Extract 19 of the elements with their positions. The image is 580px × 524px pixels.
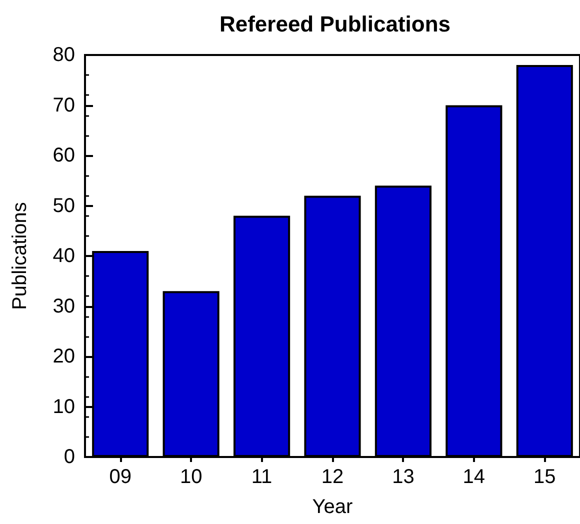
x-tick-label: 10 — [180, 466, 202, 488]
x-tick-label: 09 — [109, 466, 132, 488]
x-tick-label: 15 — [534, 466, 556, 488]
y-tick-label: 0 — [64, 446, 75, 468]
x-tick-label: 13 — [392, 466, 414, 488]
y-tick-label: 10 — [52, 396, 75, 418]
y-tick-label: 30 — [52, 295, 75, 318]
y-tick-label: 40 — [52, 245, 75, 267]
y-tick-label: 60 — [52, 144, 75, 166]
chart-title: Refereed Publications — [219, 12, 451, 36]
y-tick-label: 70 — [52, 94, 75, 116]
x-tick-label: 11 — [251, 466, 272, 488]
x-tick-label: 12 — [321, 466, 344, 488]
y-tick-label: 80 — [52, 44, 75, 66]
y-tick-label: 50 — [52, 194, 75, 217]
y-axis-title: Publications — [9, 202, 31, 310]
x-tick-label: 14 — [462, 466, 486, 488]
y-tick-label: 20 — [52, 346, 75, 368]
x-axis-title: Year — [312, 496, 354, 518]
